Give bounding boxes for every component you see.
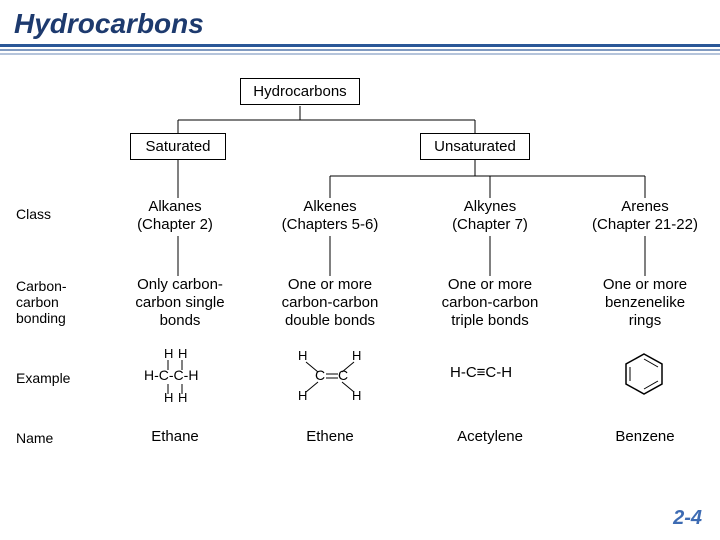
col2-example: H-C≡C-H: [450, 364, 512, 381]
col0-class-l1: Alkanes: [148, 198, 201, 215]
svg-text:H: H: [178, 390, 187, 402]
col3-class-l1: Arenes: [621, 198, 669, 215]
svg-text:H: H: [352, 348, 361, 363]
svg-text:H: H: [298, 348, 307, 363]
svg-text:H: H: [164, 390, 173, 402]
col0-class-l2: (Chapter 2): [137, 216, 213, 233]
col1-class: Alkenes (Chapters 5-6): [260, 198, 400, 234]
root-box: Hydrocarbons: [240, 78, 360, 105]
col0-name: Ethane: [115, 428, 235, 446]
col2-class: Alkynes (Chapter 7): [420, 198, 560, 234]
col2-bonding: One or more carbon-carbon triple bonds: [420, 276, 560, 330]
col0-class: Alkanes (Chapter 2): [115, 198, 235, 234]
col0-example: HH H-C-C-H HH: [140, 346, 210, 406]
col2-name: Acetylene: [420, 428, 560, 446]
col1-bonding: One or more carbon-carbon double bonds: [260, 276, 400, 330]
col1-class-l2: (Chapters 5-6): [282, 216, 379, 233]
col1-name: Ethene: [260, 428, 400, 446]
hydrocarbons-diagram: Hydrocarbons Saturated Unsaturated Class…: [0, 58, 720, 508]
svg-text:H: H: [178, 346, 187, 361]
branch-saturated: Saturated: [130, 133, 226, 160]
svg-text:H-C-C-H: H-C-C-H: [144, 367, 198, 383]
col2-class-l1: Alkynes: [464, 198, 517, 215]
branch-unsaturated: Unsaturated: [420, 133, 530, 160]
svg-text:C: C: [315, 367, 325, 383]
col3-example: [620, 350, 668, 402]
col3-bonding: One or more benzenelike rings: [575, 276, 715, 330]
svg-text:H: H: [164, 346, 173, 361]
col1-class-l1: Alkenes: [303, 198, 356, 215]
col0-bonding: Only carbon- carbon single bonds: [115, 276, 245, 330]
svg-text:H: H: [352, 388, 361, 402]
root-label: Hydrocarbons: [253, 83, 346, 100]
ethane-icon: HH H-C-C-H HH: [140, 346, 210, 402]
title-bar: Hydrocarbons: [0, 0, 720, 44]
col3-class: Arenes (Chapter 21-22): [575, 198, 715, 234]
col2-class-l2: (Chapter 7): [452, 216, 528, 233]
acetylene-icon: H-C≡C-H: [450, 364, 512, 381]
benzene-icon: [620, 350, 668, 398]
page-title: Hydrocarbons: [14, 8, 706, 40]
branch-unsaturated-label: Unsaturated: [434, 138, 516, 155]
page-footer: 2-4: [673, 507, 702, 530]
svg-text:C: C: [338, 367, 348, 383]
col3-name: Benzene: [575, 428, 715, 446]
rowlabel-name: Name: [16, 430, 53, 446]
ethene-icon: H H C C H H: [290, 346, 370, 402]
branch-saturated-label: Saturated: [145, 138, 210, 155]
svg-text:H: H: [298, 388, 307, 402]
rowlabel-bonding: Carbon- carbon bonding: [16, 278, 67, 326]
rowlabel-class: Class: [16, 206, 51, 222]
title-stripes: [0, 44, 720, 58]
col1-example: H H C C H H: [290, 346, 370, 406]
col3-class-l2: (Chapter 21-22): [592, 216, 698, 233]
rowlabel-example: Example: [16, 370, 70, 386]
